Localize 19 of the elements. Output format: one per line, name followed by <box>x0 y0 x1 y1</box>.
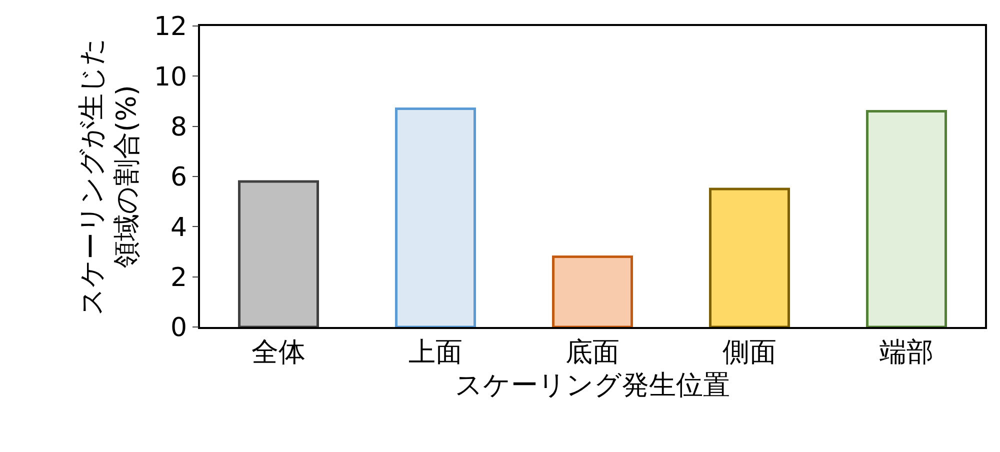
y-tick-label: 0 <box>170 313 188 344</box>
y-tick-label: 12 <box>154 12 188 42</box>
x-tick-label: 底面 <box>566 337 620 368</box>
x-tick-label: 端部 <box>880 337 934 368</box>
y-tick-label: 4 <box>170 212 188 243</box>
y-tick-label: 8 <box>170 112 188 142</box>
x-tick-label: 全体 <box>252 337 306 368</box>
y-tick-label: 6 <box>170 162 188 193</box>
y-tick-label: 10 <box>154 62 188 92</box>
y-axis-title: スケーリングが生じた領域の割合(%) <box>76 38 143 316</box>
bar <box>552 256 633 327</box>
bar <box>395 108 476 327</box>
y-tick-label: 2 <box>170 262 188 293</box>
x-tick-label: 側面 <box>722 337 776 368</box>
bar <box>238 180 319 327</box>
x-axis-title: スケーリング発生位置 <box>455 370 730 402</box>
bar <box>866 110 947 327</box>
x-tick-label: 上面 <box>408 337 462 368</box>
bar <box>709 188 790 327</box>
